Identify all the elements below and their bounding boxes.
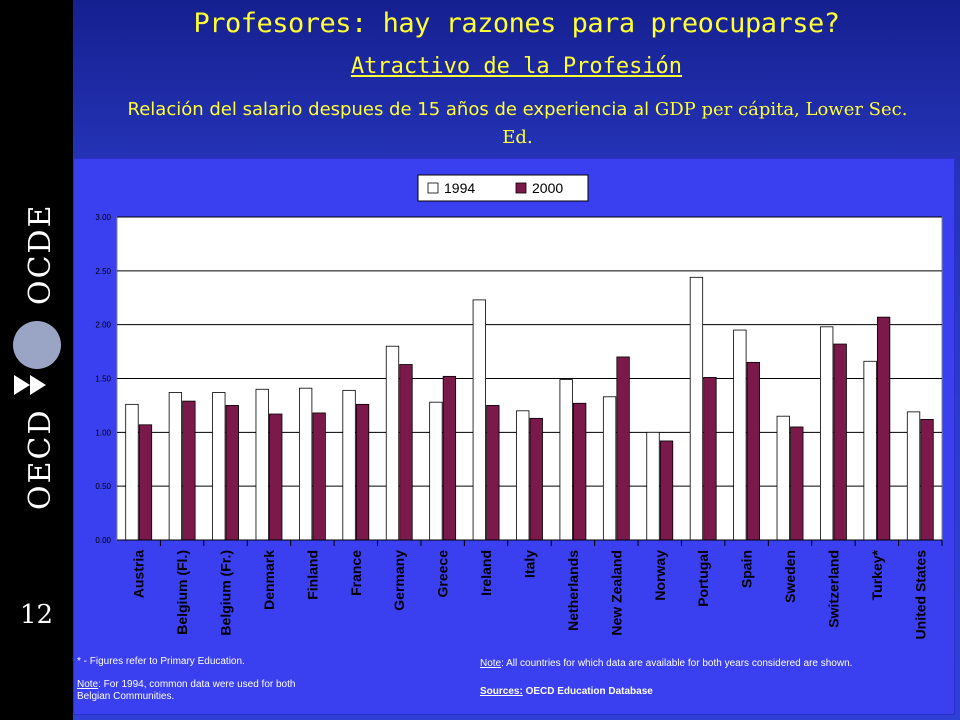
bar-2000-norway xyxy=(659,440,674,541)
bar-1994-norway xyxy=(646,431,660,541)
bar-2000-finland xyxy=(312,412,326,541)
bar-1994-denmark xyxy=(255,388,269,541)
x-category-label: Netherlands xyxy=(565,550,581,631)
x-category-label: France xyxy=(348,550,364,596)
bar-1994-france xyxy=(342,389,356,541)
y-tick-label: 0.00 xyxy=(95,536,111,545)
x-category-label: Sweden xyxy=(782,550,798,603)
legend-label-2000: 2000 xyxy=(532,180,563,196)
slide-number: 12 xyxy=(19,600,54,630)
y-tick-label: 0.50 xyxy=(95,482,111,491)
bar-1994-finland xyxy=(298,387,313,541)
x-category-label: Spain xyxy=(739,550,755,588)
x-category-label: Switzerland xyxy=(825,550,841,628)
x-category-label: Turkey* xyxy=(869,549,885,600)
bar-2000-turkey- xyxy=(876,316,891,541)
bar-2000-switzerland xyxy=(833,343,847,541)
x-category-label: Finland xyxy=(304,550,320,600)
x-category-label: Belgium (Fr.) xyxy=(218,550,234,636)
slide-title: Profesores: hay razones para preocuparse… xyxy=(193,8,840,39)
oecd-logo: OECD OCDE xyxy=(13,205,61,510)
bar-1994-new-zealand xyxy=(602,396,617,541)
bar-2000-france xyxy=(355,403,370,541)
legend-swatch-1994 xyxy=(427,182,439,194)
bar-2000-netherlands xyxy=(573,402,587,541)
chart-caption: Relación del salario despues de 15 años … xyxy=(127,99,908,148)
bar-1994-sweden xyxy=(776,415,790,541)
bar-1994-italy xyxy=(516,410,530,541)
sources-note: Sources: OECD Education Database xyxy=(480,686,653,697)
x-category-label: Portugal xyxy=(695,550,711,607)
bar-2000-spain xyxy=(746,361,761,541)
bar-1994-austria xyxy=(125,403,139,541)
bar-1994-netherlands xyxy=(559,379,573,541)
bar-2000-belgium-fr- xyxy=(225,405,239,541)
y-tick-label: 2.00 xyxy=(95,321,111,330)
bar-2000-greece xyxy=(442,375,457,541)
x-category-label: Austria xyxy=(131,550,147,598)
y-tick-label: 2.50 xyxy=(95,267,111,276)
bar-1994-germany xyxy=(385,345,400,541)
bar-1994-ireland xyxy=(472,299,486,541)
bar-2000-ireland xyxy=(486,405,500,541)
y-tick-label: 1.50 xyxy=(95,375,111,384)
x-category-label: New Zealand xyxy=(608,550,624,636)
x-category-label: Norway xyxy=(652,550,668,601)
bar-2000-new-zealand xyxy=(616,356,630,541)
bar-2000-portugal xyxy=(703,377,717,541)
x-category-label: Germany xyxy=(391,550,407,611)
x-category-label: Ireland xyxy=(478,550,494,596)
logo-chevron-icon xyxy=(14,375,46,395)
legend-swatch-2000 xyxy=(515,182,527,194)
x-category-label: Belgium (Fl.) xyxy=(174,550,190,635)
bar-1994-portugal xyxy=(689,276,704,541)
bar-2000-belgium-fl- xyxy=(182,400,196,541)
legend-label-1994: 1994 xyxy=(444,180,475,196)
x-category-label: Denmark xyxy=(261,550,277,610)
bar-2000-united-states xyxy=(920,419,934,541)
logo-globe-icon xyxy=(13,321,61,369)
y-tick-label: 1.00 xyxy=(95,428,111,437)
legend-box xyxy=(417,174,589,202)
bar-2000-sweden xyxy=(790,426,804,541)
bar-1994-turkey- xyxy=(863,360,877,541)
bar-2000-italy xyxy=(529,417,543,541)
slide-subtitle: Atractivo de la Profesión xyxy=(350,54,683,79)
x-category-label: Italy xyxy=(522,550,538,578)
bar-1994-greece xyxy=(429,401,443,541)
bar-1994-switzerland xyxy=(820,326,834,541)
logo-text-left: OECD xyxy=(23,408,58,510)
primary-education-note: * - Figures refer to Primary Education. xyxy=(77,656,245,667)
x-category-label: United States xyxy=(912,550,928,640)
bar-1994-spain xyxy=(733,329,747,541)
logo-text-right: OCDE xyxy=(23,205,58,305)
bar-1994-united-states xyxy=(906,411,921,541)
bar-2000-austria xyxy=(138,424,153,541)
countries-note: Note: All countries for which data are a… xyxy=(480,658,853,669)
y-tick-label: 3.00 xyxy=(95,213,111,222)
x-category-label: Greece xyxy=(435,550,451,598)
belgium-note: Note: For 1994, common data were used fo… xyxy=(77,679,296,702)
bar-1994-belgium-fr- xyxy=(212,392,226,541)
bar-chart: 0.00 0.50 1.00 1.50 2.00 2.50 3.00 Austria Belgi… xyxy=(95,174,943,640)
bar-2000-denmark xyxy=(269,413,283,541)
bar-2000-germany xyxy=(399,364,413,541)
bar-1994-belgium-fl- xyxy=(168,392,183,541)
